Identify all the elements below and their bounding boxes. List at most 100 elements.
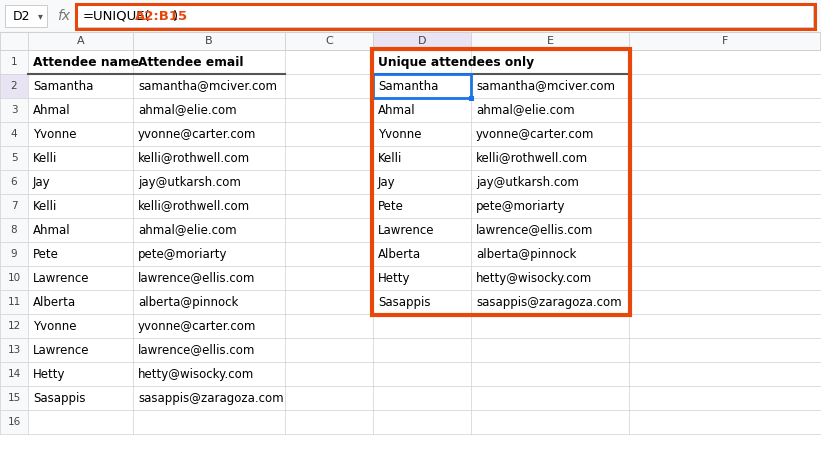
Bar: [76, 3, 814, 29]
Text: Kelli: Kelli: [378, 151, 402, 165]
Text: Ahmal: Ahmal: [33, 224, 71, 236]
Text: Jay: Jay: [33, 175, 51, 189]
Text: 5: 5: [11, 153, 17, 163]
Text: B: B: [205, 36, 213, 46]
Text: Samantha: Samantha: [378, 80, 438, 92]
Text: samantha@mciver.com: samantha@mciver.com: [138, 80, 277, 92]
Text: Ahmal: Ahmal: [378, 104, 415, 116]
Bar: [0, 98, 28, 122]
Text: F: F: [722, 36, 728, 46]
Bar: [0, 50, 28, 74]
Text: lawrence@ellis.com: lawrence@ellis.com: [138, 272, 255, 285]
Text: Kelli: Kelli: [33, 151, 57, 165]
Text: alberta@pinnock: alberta@pinnock: [476, 248, 576, 260]
Bar: [372, 49, 630, 315]
Text: ▾: ▾: [38, 11, 43, 21]
Text: 15: 15: [7, 393, 21, 403]
Text: Sasappis: Sasappis: [378, 295, 430, 309]
Text: Pete: Pete: [378, 199, 404, 212]
Bar: [0, 0, 821, 32]
Bar: [0, 266, 28, 290]
Bar: [5, 5, 47, 27]
Text: yvonne@carter.com: yvonne@carter.com: [138, 128, 256, 141]
Text: ahmal@elie.com: ahmal@elie.com: [476, 104, 575, 116]
Text: Yvonne: Yvonne: [33, 128, 76, 141]
Text: Pete: Pete: [33, 248, 59, 260]
Text: 16: 16: [7, 417, 21, 427]
Text: Jay: Jay: [378, 175, 396, 189]
Bar: [469, 96, 474, 100]
Bar: [0, 410, 28, 434]
Text: 7: 7: [11, 201, 17, 211]
Text: 3: 3: [11, 105, 17, 115]
Bar: [0, 32, 821, 50]
Text: 8: 8: [11, 225, 17, 235]
Text: Alberta: Alberta: [33, 295, 76, 309]
Text: Ahmal: Ahmal: [33, 104, 71, 116]
Bar: [0, 170, 28, 194]
Text: ): ): [173, 9, 178, 23]
Bar: [0, 146, 28, 170]
Bar: [0, 386, 28, 410]
Text: sasappis@zaragoza.com: sasappis@zaragoza.com: [138, 392, 283, 404]
Text: E: E: [547, 36, 553, 46]
Text: Lawrence: Lawrence: [378, 224, 434, 236]
Text: jay@utkarsh.com: jay@utkarsh.com: [138, 175, 241, 189]
Text: Kelli: Kelli: [33, 199, 57, 212]
Text: Sasappis: Sasappis: [33, 392, 85, 404]
Text: Lawrence: Lawrence: [33, 272, 89, 285]
Text: ahmal@elie.com: ahmal@elie.com: [138, 224, 236, 236]
Bar: [0, 74, 28, 98]
Bar: [0, 338, 28, 362]
Text: Unique attendees only: Unique attendees only: [378, 55, 534, 68]
Text: 9: 9: [11, 249, 17, 259]
Text: Hetty: Hetty: [33, 368, 66, 380]
Text: C: C: [325, 36, 333, 46]
Text: D2: D2: [13, 9, 30, 23]
Text: 14: 14: [7, 369, 21, 379]
Text: kelli@rothwell.com: kelli@rothwell.com: [138, 151, 250, 165]
Bar: [0, 242, 28, 266]
Text: pete@moriarty: pete@moriarty: [476, 199, 566, 212]
Text: 11: 11: [7, 297, 21, 307]
Text: 1: 1: [11, 57, 17, 67]
Text: Attendee email: Attendee email: [138, 55, 244, 68]
Text: hetty@wisocky.com: hetty@wisocky.com: [476, 272, 592, 285]
Text: Alberta: Alberta: [378, 248, 421, 260]
Bar: [0, 362, 28, 386]
Text: sasappis@zaragoza.com: sasappis@zaragoza.com: [476, 295, 621, 309]
Text: 2: 2: [11, 81, 17, 91]
Bar: [0, 218, 28, 242]
Text: yvonne@carter.com: yvonne@carter.com: [138, 319, 256, 333]
Text: A2:B15: A2:B15: [135, 9, 188, 23]
Text: alberta@pinnock: alberta@pinnock: [138, 295, 238, 309]
Text: Hetty: Hetty: [378, 272, 410, 285]
Text: 10: 10: [7, 273, 21, 283]
Text: 13: 13: [7, 345, 21, 355]
Bar: [0, 314, 28, 338]
Text: Attendee name: Attendee name: [33, 55, 139, 68]
Bar: [0, 290, 28, 314]
Text: 4: 4: [11, 129, 17, 139]
Text: samantha@mciver.com: samantha@mciver.com: [476, 80, 615, 92]
Text: 6: 6: [11, 177, 17, 187]
Bar: [77, 5, 813, 27]
Text: =UNIQUE(: =UNIQUE(: [83, 9, 150, 23]
Text: 12: 12: [7, 321, 21, 331]
Bar: [0, 194, 28, 218]
Text: hetty@wisocky.com: hetty@wisocky.com: [138, 368, 255, 380]
Text: ahmal@elie.com: ahmal@elie.com: [138, 104, 236, 116]
Text: Lawrence: Lawrence: [33, 343, 89, 356]
Bar: [373, 74, 471, 98]
Text: kelli@rothwell.com: kelli@rothwell.com: [138, 199, 250, 212]
Text: Samantha: Samantha: [33, 80, 94, 92]
Bar: [373, 32, 471, 50]
Text: lawrence@ellis.com: lawrence@ellis.com: [476, 224, 594, 236]
Text: yvonne@carter.com: yvonne@carter.com: [476, 128, 594, 141]
Text: D: D: [418, 36, 426, 46]
Text: pete@moriarty: pete@moriarty: [138, 248, 227, 260]
Text: Yvonne: Yvonne: [378, 128, 421, 141]
Text: jay@utkarsh.com: jay@utkarsh.com: [476, 175, 579, 189]
Bar: [0, 122, 28, 146]
Text: kelli@rothwell.com: kelli@rothwell.com: [476, 151, 588, 165]
